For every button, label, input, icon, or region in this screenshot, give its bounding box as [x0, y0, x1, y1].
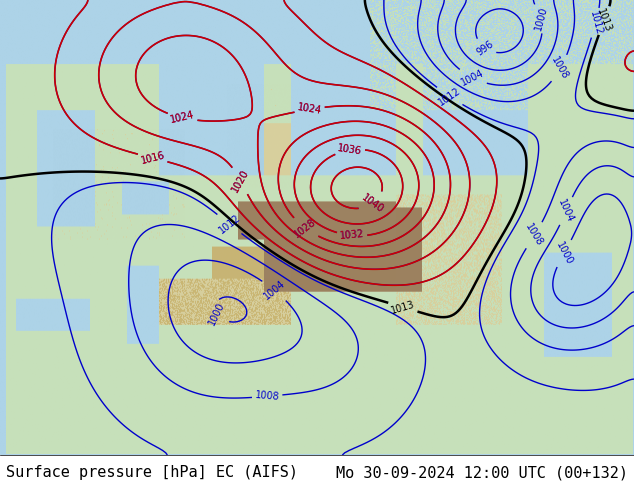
Text: 1040: 1040 — [360, 192, 386, 215]
Text: 1028: 1028 — [292, 217, 318, 240]
Text: Mo 30-09-2024 12:00 UTC (00+132): Mo 30-09-2024 12:00 UTC (00+132) — [335, 465, 628, 480]
Text: Surface pressure [hPa] EC (AIFS): Surface pressure [hPa] EC (AIFS) — [6, 465, 299, 480]
Text: 1004: 1004 — [557, 198, 576, 224]
Text: 1000: 1000 — [207, 300, 227, 326]
Text: 1020: 1020 — [230, 168, 250, 194]
Text: 1024: 1024 — [297, 102, 323, 116]
Text: 1008: 1008 — [254, 391, 280, 402]
Text: 1004: 1004 — [262, 279, 287, 302]
Text: 1012: 1012 — [437, 85, 463, 107]
Text: 1013: 1013 — [390, 299, 416, 316]
Text: 1032: 1032 — [339, 229, 365, 242]
Text: 1013: 1013 — [595, 7, 613, 34]
Text: 1000: 1000 — [533, 5, 549, 31]
Text: 1004: 1004 — [460, 68, 486, 88]
Text: 1020: 1020 — [230, 168, 250, 194]
Text: 1012: 1012 — [217, 213, 242, 236]
Text: 1028: 1028 — [292, 217, 318, 240]
Text: 1016: 1016 — [139, 150, 165, 166]
Text: 1032: 1032 — [339, 229, 365, 242]
Text: 1016: 1016 — [139, 150, 165, 166]
Text: 1000: 1000 — [554, 240, 574, 267]
Text: 1008: 1008 — [550, 55, 571, 82]
Text: 1024: 1024 — [169, 110, 195, 125]
Text: 1024: 1024 — [297, 102, 323, 116]
Text: 996: 996 — [475, 39, 495, 57]
Text: 1024: 1024 — [169, 110, 195, 125]
Text: 1036: 1036 — [337, 144, 363, 157]
Text: 1036: 1036 — [337, 144, 363, 157]
Text: 1040: 1040 — [360, 192, 386, 215]
Text: 1012: 1012 — [588, 10, 604, 36]
Text: 1008: 1008 — [524, 222, 545, 248]
